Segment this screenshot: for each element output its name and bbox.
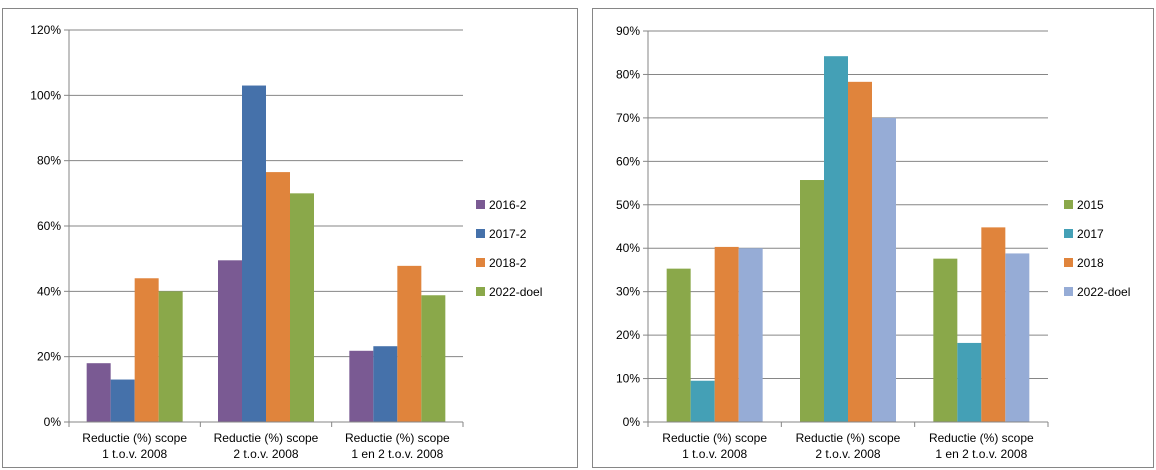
legend-swatch	[1064, 258, 1073, 267]
x-category-label-line: 1 t.o.v. 2008	[102, 447, 167, 461]
bar	[872, 117, 896, 422]
legend-swatch	[1064, 287, 1073, 296]
bar	[848, 81, 872, 422]
bar	[134, 278, 159, 422]
bar	[714, 246, 739, 422]
y-tick-label: 50%	[616, 198, 640, 212]
bar	[158, 291, 183, 422]
y-tick-label: 90%	[616, 24, 640, 38]
legend-label: 2016-2	[489, 198, 527, 212]
x-category-label-line: Reductie (%) scope	[345, 431, 450, 445]
bar	[933, 258, 958, 422]
x-category-label-line: Reductie (%) scope	[662, 431, 767, 445]
legend-label: 2017-2	[489, 227, 527, 241]
y-tick-label: 10%	[616, 372, 640, 386]
x-category-label: Reductie (%) scope 2 t.o.v. 2008	[214, 431, 319, 461]
bar	[373, 346, 398, 422]
y-tick-label: 60%	[37, 219, 61, 233]
y-tick-label: 80%	[616, 67, 640, 81]
bar	[242, 85, 266, 423]
x-category-label: Reductie (%) scope 1 en 2 t.o.v. 2008	[929, 431, 1034, 461]
bar	[981, 227, 1006, 422]
x-category-label: Reductie (%) scope 1 en 2 t.o.v. 2008	[345, 431, 450, 461]
legend-label: 2015	[1077, 198, 1104, 212]
chart-right: 0% 10% 20% 30% 40% 50% 60% 70% 80% 90% Reductie (%…	[592, 8, 1154, 468]
legend-swatch	[476, 258, 485, 267]
legend-swatch	[476, 229, 485, 238]
y-tick-label: 80%	[37, 154, 61, 168]
y-tick-label: 40%	[37, 284, 61, 298]
bar	[86, 363, 111, 422]
bar	[290, 193, 314, 422]
bar	[666, 268, 691, 422]
x-category-label-line: 1 en 2 t.o.v. 2008	[351, 447, 443, 461]
x-category-label: Reductie (%) scope 1 t.o.v. 2008	[82, 431, 187, 461]
y-tick-label: 30%	[616, 285, 640, 299]
y-tick-label: 20%	[37, 350, 61, 364]
bar	[690, 380, 715, 422]
bar	[738, 248, 763, 422]
y-tick-label: 40%	[616, 241, 640, 255]
x-category-label-line: Reductie (%) scope	[214, 431, 319, 445]
bar	[266, 172, 290, 422]
legend-label: 2017	[1077, 227, 1104, 241]
legend-label: 2018-2	[489, 256, 527, 270]
bar	[218, 260, 242, 422]
y-tick-label: 70%	[616, 111, 640, 125]
legend-swatch	[1064, 200, 1073, 209]
bar	[824, 56, 848, 422]
bar-chart-svg-right: 0% 10% 20% 30% 40% 50% 60% 70% 80% 90% Reductie (%…	[616, 24, 1130, 461]
x-category-label-line: Reductie (%) scope	[82, 431, 187, 445]
y-tick-label: 120%	[30, 23, 61, 37]
y-tick-label: 20%	[616, 328, 640, 342]
y-tick-label: 0%	[44, 415, 62, 429]
legend-swatch	[476, 287, 485, 296]
bar	[110, 379, 135, 422]
x-category-label: Reductie (%) scope 1 t.o.v. 2008	[662, 431, 767, 461]
x-category-label-line: 2 t.o.v. 2008	[233, 447, 298, 461]
x-category-label: Reductie (%) scope 2 t.o.v. 2008	[796, 431, 901, 461]
legend-label: 2022-doel	[489, 285, 542, 299]
bar	[957, 342, 982, 422]
x-category-label-line: 1 t.o.v. 2008	[682, 447, 747, 461]
bar	[421, 295, 446, 422]
legend-swatch	[1064, 229, 1073, 238]
chart-left: 0% 20% 40% 60% 80% 100% 120% Reductie (%) scope…	[2, 8, 578, 468]
legend-label: 2022-doel	[1077, 285, 1130, 299]
x-category-label-line: 2 t.o.v. 2008	[815, 447, 880, 461]
x-category-label-line: Reductie (%) scope	[929, 431, 1034, 445]
bar-chart-svg-left: 0% 20% 40% 60% 80% 100% 120% Reductie (%) scope…	[30, 23, 542, 461]
bar	[349, 350, 374, 422]
legend-swatch	[476, 200, 485, 209]
legend-label: 2018	[1077, 256, 1104, 270]
x-category-label-line: Reductie (%) scope	[796, 431, 901, 445]
bar	[397, 265, 422, 422]
y-tick-label: 60%	[616, 154, 640, 168]
bar	[800, 180, 824, 422]
y-tick-label: 100%	[30, 88, 61, 102]
y-tick-label: 0%	[623, 415, 641, 429]
bar	[1005, 253, 1030, 422]
x-category-label-line: 1 en 2 t.o.v. 2008	[935, 447, 1027, 461]
